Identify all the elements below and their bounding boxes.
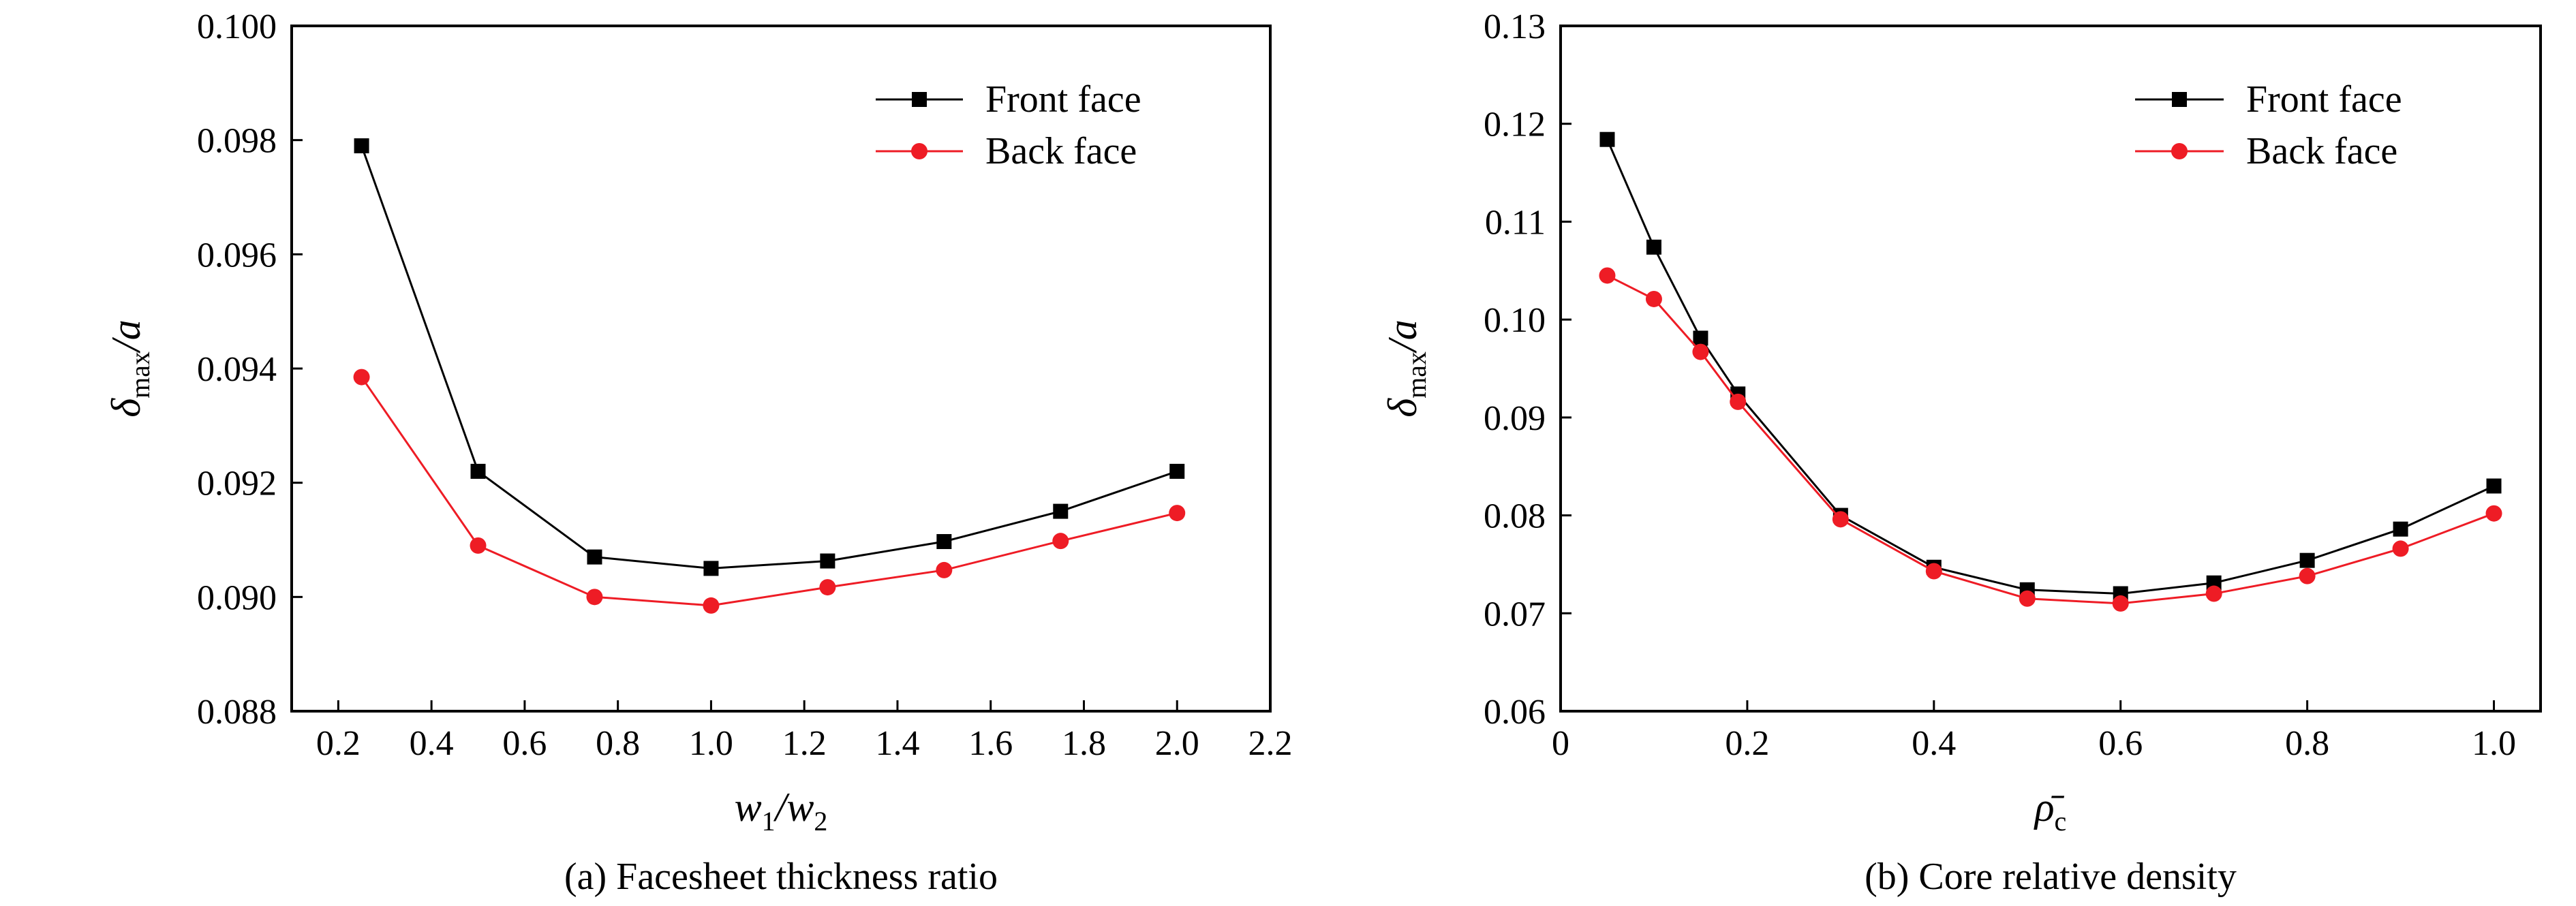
legend-front-marker [912, 92, 927, 107]
y-tick-label: 0.090 [197, 578, 277, 617]
x-tick-label: 1.2 [782, 724, 827, 763]
x-tick-label: 0.6 [2098, 724, 2143, 763]
data-point-back-face [1052, 533, 1069, 550]
data-point-back-face [1730, 393, 1747, 410]
data-point-back-face [470, 537, 487, 554]
data-point-back-face [2205, 585, 2222, 602]
y-tick-label: 0.11 [1485, 203, 1546, 242]
data-point-back-face [2485, 505, 2502, 522]
data-point-back-face [703, 597, 720, 614]
x-tick-label: 1.0 [2472, 724, 2516, 763]
data-point-front-face [703, 561, 719, 576]
data-point-back-face [586, 589, 603, 606]
data-point-front-face [354, 138, 369, 154]
x-tick-label: 1.4 [875, 724, 919, 763]
data-point-back-face [2299, 567, 2316, 584]
data-point-back-face [1925, 563, 1942, 580]
x-tick-label: 0.8 [596, 724, 640, 763]
legend-back-label: Back face [985, 130, 1137, 172]
x-tick-label: 2.0 [1155, 724, 1199, 763]
data-point-back-face [819, 579, 836, 596]
data-point-front-face [470, 463, 486, 479]
legend-front-label: Front face [2246, 78, 2402, 121]
legend-back-marker [2171, 143, 2188, 159]
series-line-back-face [1606, 275, 2495, 605]
panel-a-series [353, 138, 1186, 614]
data-point-back-face [1599, 267, 1616, 284]
series-line-front-face [361, 145, 1178, 569]
legend-front-marker [2172, 92, 2187, 107]
panel-b: 0 0.2 0.4 0.6 0.8 1.0 0.06 0.07 0.08 0.09 0.10 0.11… [1380, 7, 2542, 898]
legend-back-label: Back face [2246, 130, 2397, 172]
data-point-front-face [1169, 463, 1185, 479]
y-tick-label: 0.07 [1484, 595, 1546, 634]
data-point-back-face [936, 561, 953, 578]
x-tick-label: 2.2 [1248, 724, 1293, 763]
x-tick-label: 0.4 [410, 724, 454, 763]
data-point-front-face [2393, 521, 2408, 537]
data-point-front-face [820, 553, 835, 569]
y-tick-label: 0.08 [1484, 497, 1546, 536]
data-point-back-face [2112, 595, 2129, 612]
x-tick-label: 1.0 [689, 724, 733, 763]
y-tick-label: 0.06 [1484, 693, 1546, 732]
data-point-back-face [1832, 511, 1849, 528]
data-point-front-face [1053, 503, 1069, 519]
y-tick-label: 0.12 [1484, 106, 1546, 144]
data-point-front-face [1599, 131, 1615, 147]
panel-b-series [1599, 131, 2502, 612]
y-tick-label: 0.098 [197, 122, 277, 161]
panel-a-ylabel: δmax/a [104, 319, 155, 417]
panel-a-ticks: 0.2 0.4 0.6 0.8 1.0 1.2 1.4 1.6 1.8 2.0 2.2 0.088 0.… [197, 7, 1293, 763]
data-point-back-face [353, 369, 370, 386]
y-tick-label: 0.13 [1484, 7, 1546, 46]
x-tick-label: 0.2 [1725, 724, 1769, 763]
legend-front-label: Front face [985, 78, 1141, 121]
y-tick-label: 0.094 [197, 350, 277, 389]
panel-b-caption: (b) Core relative density [1865, 856, 2237, 898]
x-tick-label: 0.8 [2285, 724, 2329, 763]
data-point-back-face [1645, 290, 1662, 307]
y-tick-label: 0.09 [1484, 399, 1546, 438]
panel-a-caption: (a) Facesheet thickness ratio [564, 856, 998, 898]
data-point-front-face [2299, 552, 2315, 568]
y-tick-label: 0.088 [197, 693, 277, 732]
panel-b-frame [1559, 25, 2542, 713]
x-tick-label: 0.6 [502, 724, 547, 763]
data-point-front-face [936, 534, 952, 550]
data-point-back-face [2392, 540, 2409, 557]
data-point-back-face [2019, 590, 2036, 607]
x-tick-label: 0.4 [1912, 724, 1956, 763]
x-tick-label: 1.6 [968, 724, 1013, 763]
legend-back-marker [911, 143, 927, 159]
panel-b-ticks: 0 0.2 0.4 0.6 0.8 1.0 0.06 0.07 0.08 0.09 0.10 0.11… [1484, 7, 2516, 763]
panel-b-xlabel: ρ̄c [2034, 785, 2067, 837]
panel-a-xlabel: w1/w2 [735, 785, 828, 837]
data-point-back-face [1169, 505, 1186, 522]
y-tick-label: 0.100 [197, 7, 277, 46]
x-tick-label: 0.2 [316, 724, 361, 763]
series-line-front-face [1606, 139, 2495, 595]
panel-a: 0.2 0.4 0.6 0.8 1.0 1.2 1.4 1.6 1.8 2.0 2.2 0.088 0.… [104, 7, 1293, 898]
series-line-back-face [361, 376, 1178, 607]
data-point-front-face [1646, 239, 1661, 255]
y-tick-label: 0.096 [197, 236, 277, 275]
x-tick-label: 0 [1552, 724, 1569, 763]
data-point-front-face [1693, 330, 1708, 346]
data-point-front-face [2486, 478, 2502, 494]
panel-a-legend: Front face Back face [876, 78, 1141, 172]
panel-a-frame [290, 25, 1272, 713]
x-tick-label: 1.8 [1062, 724, 1106, 763]
data-point-front-face [587, 549, 602, 565]
panel-b-legend: Front face Back face [2135, 78, 2402, 172]
panel-b-ylabel: δmax/a [1380, 319, 1432, 417]
y-tick-label: 0.10 [1484, 301, 1546, 340]
y-tick-label: 0.092 [197, 465, 277, 503]
data-point-back-face [1692, 343, 1709, 360]
